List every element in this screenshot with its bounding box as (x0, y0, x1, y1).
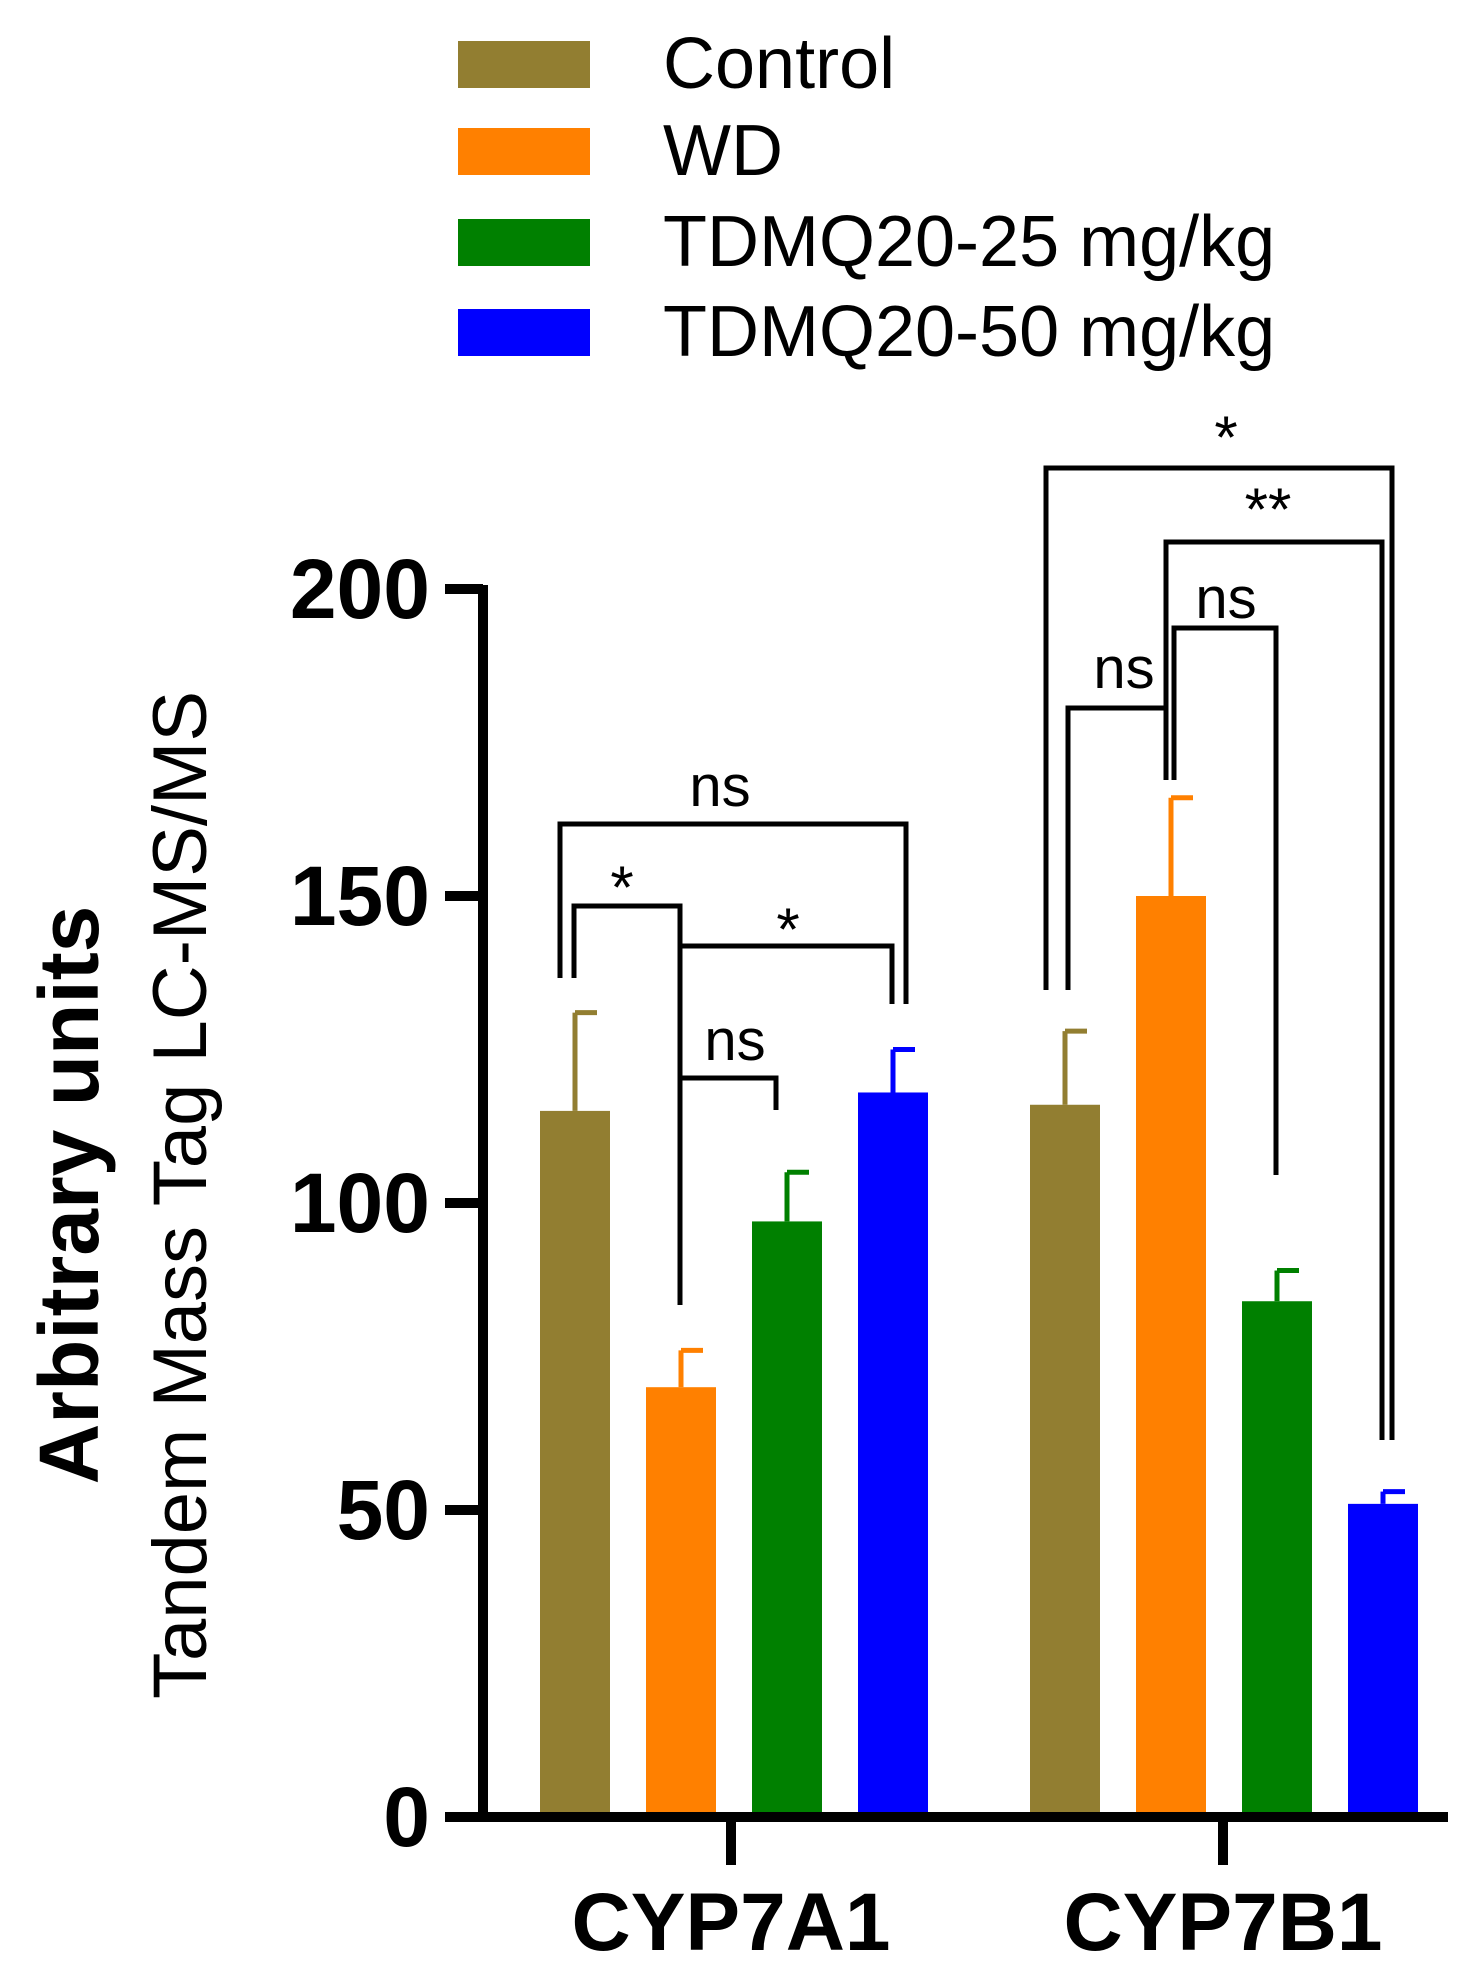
significance-label: ns (1195, 566, 1256, 631)
significance-label: ns (704, 1008, 765, 1073)
y-axis-label-line2: Tandem Mass Tag LC-MS/MS (138, 691, 223, 1699)
y-axis-label-line1: Arbitrary units (22, 906, 116, 1485)
y-tick-label: 0 (383, 1770, 430, 1864)
bar (752, 1221, 822, 1817)
bar (858, 1092, 928, 1817)
y-tick-label: 200 (290, 542, 430, 636)
legend-label: TDMQ20-25 mg/kg (663, 202, 1275, 282)
legend-swatch (458, 219, 590, 266)
bar (1348, 1503, 1418, 1817)
x-tick-label: CYP7A1 (571, 1877, 890, 1967)
legend-label: Control (663, 24, 895, 104)
legend-swatch (458, 309, 590, 356)
y-tick-label: 50 (337, 1463, 430, 1557)
bar (646, 1387, 716, 1817)
bar (540, 1110, 610, 1817)
y-tick-label: 150 (290, 849, 430, 943)
significance-bracket (677, 1075, 779, 1305)
axes: 0 50 100 150 200 CYP7A1 CYP7B1 (290, 542, 1448, 1967)
significance-label: * (1214, 404, 1237, 471)
legend-label: WD (663, 111, 783, 191)
y-tick-label: 100 (290, 1156, 430, 1250)
significance-label: * (610, 854, 633, 921)
legend-swatch (458, 41, 590, 88)
significance-bracket (1065, 705, 1169, 990)
significance-bracket (1163, 539, 1385, 1440)
legend-swatch (458, 128, 590, 175)
significance-label: ns (1093, 636, 1154, 701)
significance-bracket (680, 943, 895, 1004)
significance-label: * (776, 896, 799, 963)
significance-label: ** (1245, 476, 1292, 543)
bar (1136, 896, 1206, 1817)
legend-label: TDMQ20-50 mg/kg (663, 292, 1275, 372)
x-tick-label: CYP7B1 (1063, 1877, 1382, 1967)
y-axis-label: Arbitrary units Tandem Mass Tag LC-MS/MS (22, 691, 223, 1699)
bar (1030, 1104, 1100, 1817)
error-bars (572, 795, 1405, 1504)
significance-bracket (557, 821, 909, 1004)
significance-bracket (1043, 465, 1395, 1440)
bars (540, 896, 1418, 1817)
significance-label: ns (689, 754, 750, 819)
bar (1242, 1301, 1312, 1817)
significance-bracket (1171, 625, 1279, 1175)
